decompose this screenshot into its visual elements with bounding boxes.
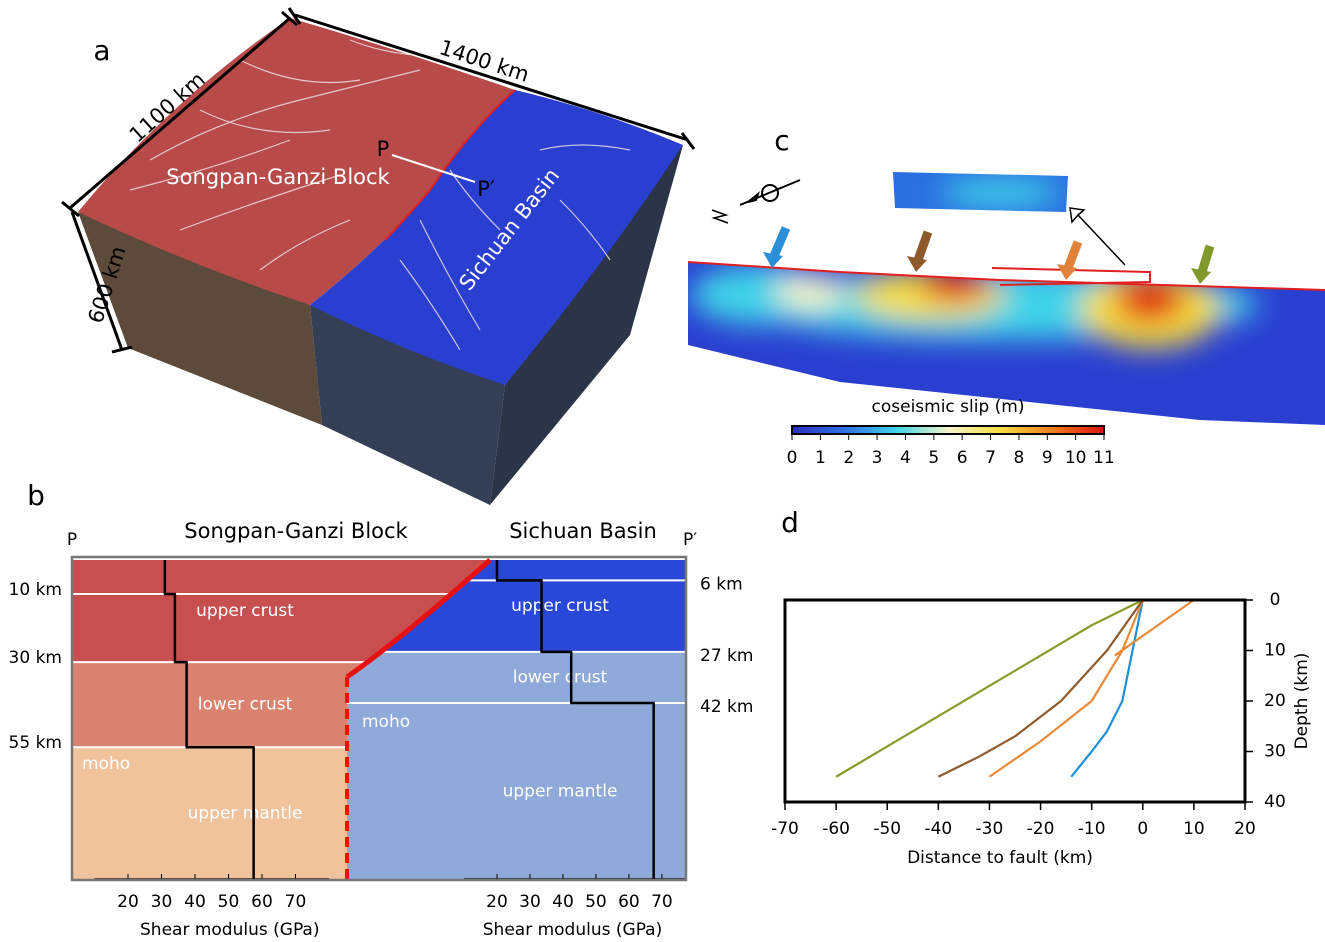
layer-label: upper mantle: [503, 781, 618, 801]
x-tick-label: -60: [822, 819, 850, 839]
y-tick-label: 0: [1270, 590, 1281, 610]
colorbar-scale: [792, 426, 1104, 434]
colorbar-tick-label: 1: [815, 448, 826, 468]
x-tick-label: 0: [1137, 819, 1148, 839]
x-tick-label: -40: [924, 819, 952, 839]
layer-label: lower crust: [198, 695, 293, 715]
rupture-arrowhead: [763, 252, 783, 268]
x-tick-label: 70: [285, 892, 307, 912]
compass: [712, 180, 800, 223]
panel-label: a: [93, 34, 110, 67]
colorbar-tick-label: 9: [1042, 448, 1053, 468]
region-label: Songpan-Ganzi Block: [166, 165, 390, 189]
figure: a 1400 km 1100 km 600 km Songpan-Ganzi B…: [0, 0, 1325, 942]
x-tick-label: -70: [771, 819, 799, 839]
depth-label: 6 km: [700, 574, 743, 594]
layer-label: upper crust: [511, 596, 609, 616]
moho-label: moho: [82, 754, 130, 774]
panel-a: a 1400 km 1100 km 600 km Songpan-Ganzi B…: [62, 8, 694, 505]
rupture-arrow: [774, 228, 786, 256]
panel-label: d: [781, 506, 799, 539]
panel-d: d -70 -60 -50 -40 -30 -20 -10 0 10 20 0 10 20 30 40 Dis…: [771, 506, 1312, 868]
x-tick-label: 50: [585, 892, 607, 912]
profile-label: P′: [683, 530, 697, 550]
depth-label: 30 km: [9, 648, 62, 668]
x-axis-title: Shear modulus (GPa): [140, 920, 319, 940]
rupture-arrow: [918, 232, 928, 260]
inset-arrow: [1070, 208, 1125, 265]
profile-line: [938, 600, 1142, 777]
x-tick-label: 50: [218, 892, 240, 912]
panel-label: b: [27, 479, 45, 512]
colorbar-tick-label: 8: [1013, 448, 1024, 468]
colorbar-tick-label: 11: [1093, 448, 1115, 468]
x-tick-label: 20: [117, 892, 139, 912]
x-tick-label: 70: [651, 892, 673, 912]
y-tick-label: 20: [1264, 691, 1286, 711]
colorbar-tick-label: 0: [787, 448, 798, 468]
x-tick-label: 60: [251, 892, 273, 912]
depth-label: 27 km: [700, 646, 753, 666]
x-tick-label: 10: [1183, 819, 1205, 839]
slip-map-small: [890, 165, 1075, 220]
rupture-arrowhead: [907, 256, 927, 272]
y-tick-label: 10: [1264, 641, 1286, 661]
y-axis-title: Depth (km): [1292, 653, 1312, 750]
x-tick-label: 40: [552, 892, 574, 912]
region-title: Songpan-Ganzi Block: [184, 519, 408, 543]
x-tick-label: -50: [873, 819, 901, 839]
x-axis-title: Distance to fault (km): [907, 848, 1093, 868]
colorbar-title: coseismic slip (m): [872, 397, 1025, 417]
x-tick-label: 30: [519, 892, 541, 912]
colorbar-tick-label: 7: [985, 448, 996, 468]
rupture-arrow: [1068, 242, 1078, 268]
colorbar-tick-label: 5: [928, 448, 939, 468]
x-tick-label: 40: [184, 892, 206, 912]
moho-label: moho: [362, 712, 410, 732]
panel-b: b P P′ Songpan-Ganzi Block Sichuan Basin…: [9, 479, 754, 940]
layer-label: upper mantle: [188, 804, 303, 824]
x-tick-label: 60: [618, 892, 640, 912]
x-tick-label: -30: [976, 819, 1004, 839]
profile-label: P′: [477, 177, 495, 201]
depth-label: 10 km: [9, 580, 62, 600]
rupture-arrow: [1202, 246, 1210, 272]
colorbar-tick-label: 10: [1065, 448, 1087, 468]
x-tick-label: 30: [151, 892, 173, 912]
rupture-arrowhead: [1191, 268, 1211, 284]
x-tick-label: 20: [486, 892, 508, 912]
layer-label: lower crust: [513, 667, 608, 687]
depth-label: 42 km: [700, 697, 753, 717]
plot-frame: [785, 600, 1245, 802]
x-tick-label: -20: [1027, 819, 1055, 839]
colorbar-tick-label: 6: [957, 448, 968, 468]
colorbar-tick-label: 2: [843, 448, 854, 468]
y-tick-label: 40: [1264, 792, 1286, 812]
region-title: Sichuan Basin: [509, 519, 657, 543]
depth-label: 55 km: [9, 733, 62, 753]
x-axis-title: Shear modulus (GPa): [483, 920, 662, 940]
layer-label: upper crust: [196, 601, 294, 621]
y-tick-label: 30: [1264, 742, 1286, 762]
colorbar-tick-label: 4: [900, 448, 911, 468]
panel-label: c: [774, 124, 789, 157]
page: a 1400 km 1100 km 600 km Songpan-Ganzi B…: [0, 0, 1325, 942]
profile-label: P: [67, 530, 77, 550]
rupture-arrowhead: [1057, 264, 1077, 280]
colorbar-tick-label: 3: [872, 448, 883, 468]
profile-label: P: [377, 137, 390, 161]
x-tick-label: -10: [1078, 819, 1106, 839]
x-tick-label: 20: [1234, 819, 1256, 839]
